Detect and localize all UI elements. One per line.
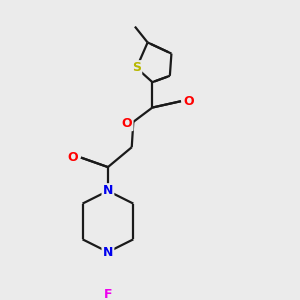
Text: O: O — [122, 117, 132, 130]
Text: O: O — [68, 151, 78, 164]
Text: F: F — [104, 288, 112, 300]
Text: S: S — [132, 61, 141, 74]
Text: N: N — [103, 184, 113, 197]
Text: N: N — [103, 245, 113, 259]
Text: O: O — [184, 95, 194, 108]
